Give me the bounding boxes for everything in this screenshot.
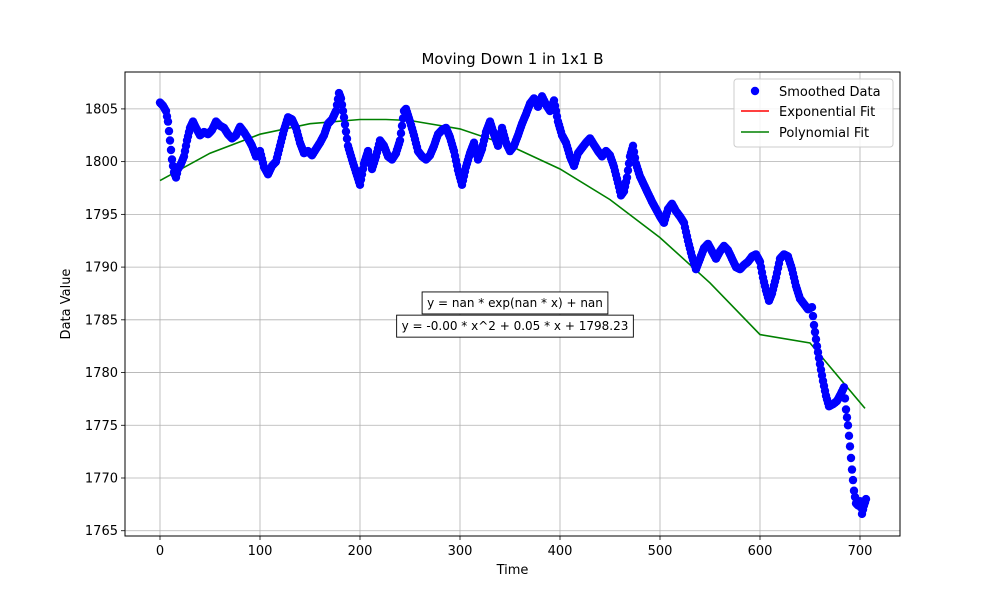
y-tick-label: 1765 — [85, 524, 118, 539]
legend-marker-smoothed-data — [750, 86, 760, 96]
legend-label-smoothed-data: Smoothed Data — [779, 85, 881, 100]
data-point — [342, 134, 352, 143]
x-tick-label: 700 — [848, 544, 873, 559]
data-point — [840, 394, 850, 403]
x-axis: 0 100 200 300 400 500 600 700 — [156, 536, 873, 559]
y-tick-label: 1795 — [85, 208, 118, 223]
fit-equation-2: y = -0.00 * x^2 + 0.05 * x + 1798.23 — [396, 314, 634, 338]
data-point — [845, 442, 855, 451]
data-point — [341, 127, 351, 136]
x-tick-label: 600 — [748, 544, 773, 559]
data-point — [623, 166, 633, 175]
legend-label-polynomial-fit: Polynomial Fit — [779, 126, 869, 141]
data-point — [166, 145, 176, 155]
x-axis-label: Time — [496, 563, 529, 578]
fit-equation-text: y = nan * exp(nan * x) + nan — [427, 296, 603, 310]
data-point — [861, 494, 871, 504]
plot-area — [155, 88, 871, 519]
data-point — [849, 486, 859, 495]
data-point — [624, 159, 634, 168]
data-point — [395, 136, 405, 145]
fit-equation-box — [396, 314, 634, 338]
data-point — [807, 303, 817, 312]
data-point — [844, 431, 854, 440]
x-tick-label: 300 — [448, 544, 473, 559]
fit-equation-box — [421, 291, 609, 315]
x-tick-label: 500 — [648, 544, 673, 559]
data-point — [336, 94, 346, 103]
data-point — [842, 413, 852, 422]
fit-equation-1: y = nan * exp(nan * x) + nan — [421, 291, 609, 315]
data-point — [846, 453, 856, 463]
data-point — [396, 129, 406, 138]
data-point — [163, 117, 173, 126]
fit-equation-text: y = -0.00 * x^2 + 0.05 * x + 1798.23 — [402, 319, 629, 333]
data-point — [841, 405, 851, 414]
plot-frame — [124, 71, 901, 537]
x-tick-label: 100 — [248, 544, 273, 559]
data-point — [167, 155, 177, 164]
data-point — [397, 121, 407, 130]
data-point — [165, 136, 175, 145]
legend-box — [733, 78, 894, 148]
y-tick-label: 1770 — [85, 472, 118, 487]
data-point — [847, 465, 857, 474]
data-point — [339, 113, 349, 122]
annotations: y = nan * exp(nan * x) + nan y = -0.00 * … — [396, 291, 634, 338]
y-tick-label: 1800 — [85, 155, 118, 170]
data-point — [811, 335, 821, 344]
data-points — [155, 88, 871, 519]
y-tick-label: 1775 — [85, 419, 118, 434]
y-tick-label: 1805 — [85, 102, 118, 117]
y-tick-label: 1780 — [85, 366, 118, 381]
legend-label-exponential-fit: Exponential Fit — [779, 105, 875, 120]
x-tick-label: 0 — [156, 544, 164, 559]
data-point — [338, 106, 348, 116]
chart-title: Moving Down 1 in 1x1 B — [421, 50, 603, 68]
data-point — [164, 126, 174, 136]
data-point — [848, 475, 858, 485]
x-tick-label: 200 — [348, 544, 373, 559]
data-point — [809, 320, 819, 330]
x-tick-label: 400 — [548, 544, 573, 559]
data-point — [843, 421, 853, 430]
y-tick-label: 1790 — [85, 261, 118, 276]
grid — [125, 72, 900, 536]
data-point — [340, 120, 350, 129]
data-point — [622, 173, 632, 182]
y-axis-label: Data Value — [59, 269, 74, 340]
data-point — [808, 311, 818, 321]
y-tick-label: 1785 — [85, 313, 118, 328]
data-point — [810, 327, 820, 337]
data-point — [839, 383, 849, 392]
y-axis: 1765 1770 1775 1780 1785 1790 1795 1800 1805 — [85, 102, 125, 539]
data-point — [337, 100, 347, 109]
legend: Smoothed Data Exponential Fit Polynomial… — [733, 78, 894, 148]
